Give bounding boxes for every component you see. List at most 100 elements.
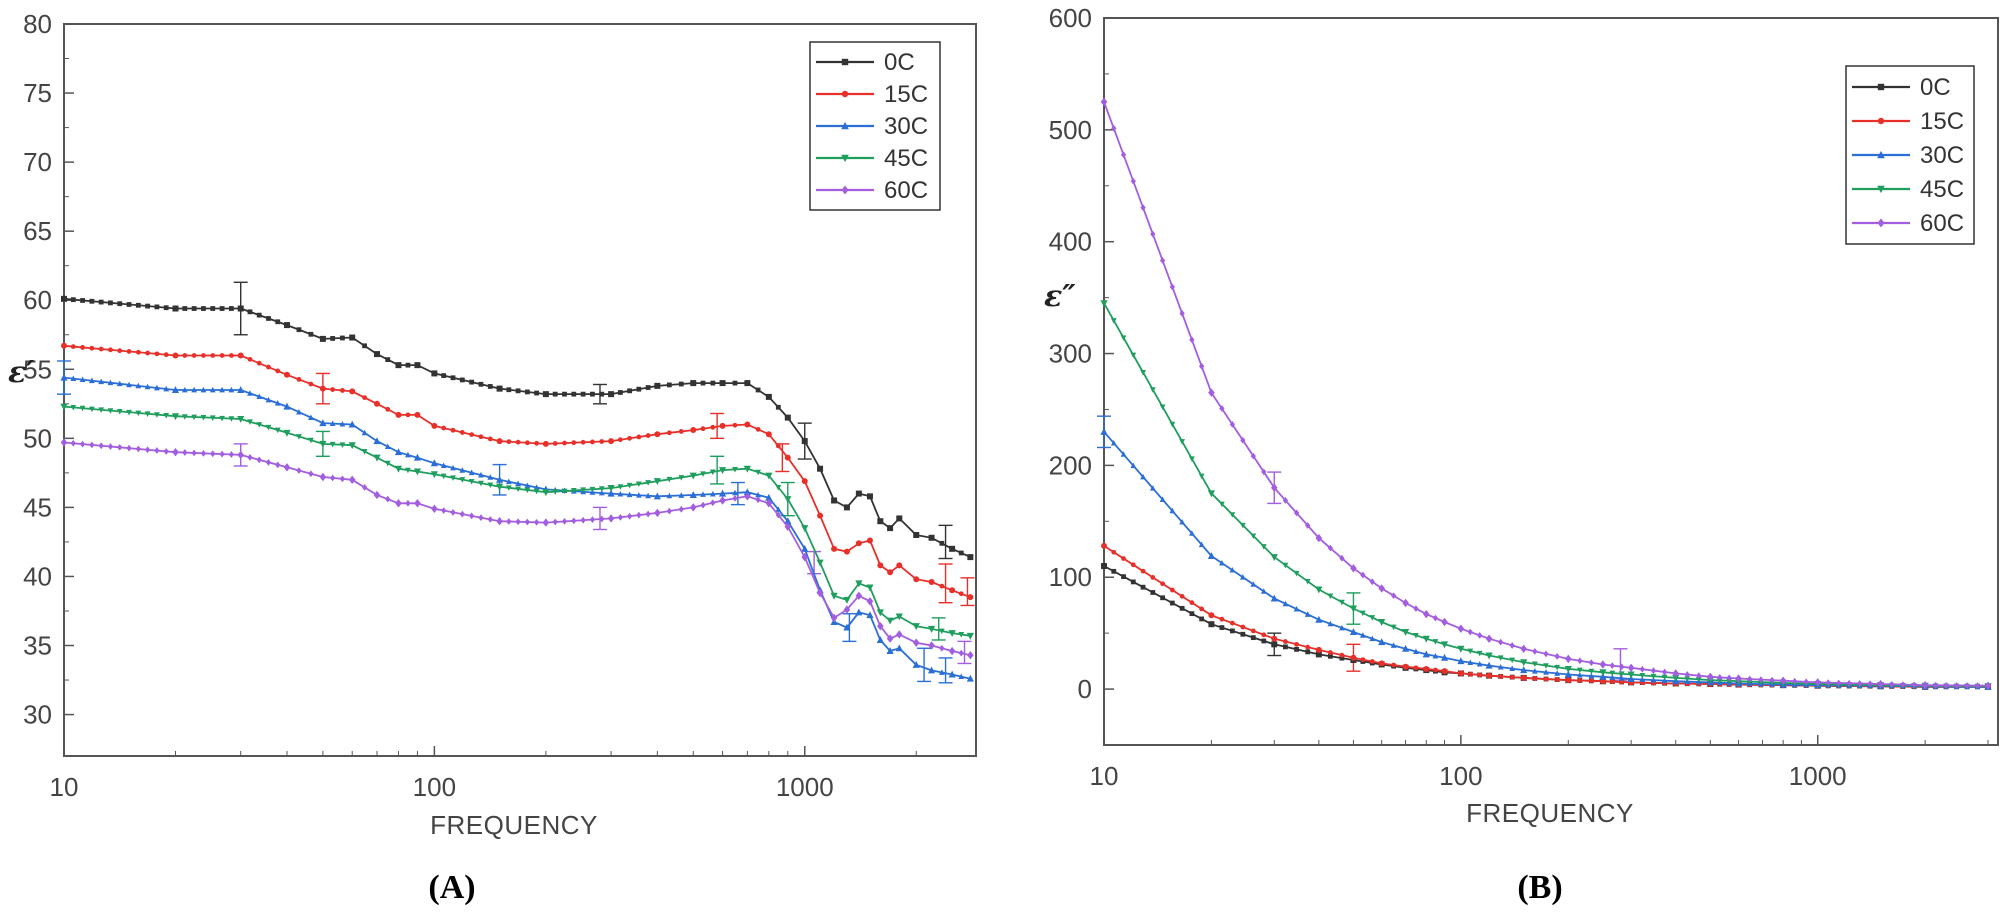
marker-circle	[191, 353, 197, 358]
marker-triangle-up	[843, 623, 851, 631]
marker-triangle-up	[495, 475, 504, 483]
marker-triangle-down	[617, 484, 624, 490]
marker-square	[182, 306, 188, 311]
marker-diamond	[801, 552, 809, 562]
marker-diamond	[1360, 571, 1366, 579]
marker-triangle-down	[384, 460, 391, 467]
marker-triangle-down	[1672, 674, 1680, 682]
marker-triangle-down	[1639, 672, 1646, 679]
marker-diamond	[1159, 257, 1166, 264]
marker-circle	[1140, 568, 1146, 574]
marker-diamond	[843, 605, 851, 614]
marker-triangle-up	[1293, 605, 1300, 612]
marker-triangle-up	[1282, 600, 1289, 607]
marker-triangle-up	[339, 420, 346, 427]
marker-triangle-down	[1282, 562, 1289, 569]
marker-square	[450, 375, 456, 381]
marker-diamond	[1140, 204, 1146, 211]
marker-triangle-up	[413, 453, 422, 461]
marker-circle	[1532, 676, 1538, 681]
marker-triangle-down	[1467, 648, 1474, 655]
marker-triangle-up	[1554, 670, 1561, 676]
marker-diamond	[958, 649, 964, 657]
marker-circle	[1305, 644, 1311, 650]
marker-diamond	[1554, 653, 1560, 660]
marker-triangle-down	[430, 471, 438, 479]
marker-square	[666, 382, 672, 388]
marker-triangle-up	[256, 393, 263, 400]
marker-diamond	[580, 516, 586, 524]
marker-triangle-down	[135, 410, 142, 417]
marker-square	[1240, 631, 1246, 637]
marker-triangle-down	[154, 412, 160, 418]
marker-triangle-up	[1304, 611, 1311, 617]
marker-triangle-up	[144, 383, 151, 390]
marker-diamond	[348, 475, 356, 484]
marker-triangle-down	[732, 467, 738, 473]
marker-triangle-up	[841, 121, 849, 130]
marker-diamond	[744, 492, 751, 501]
marker-triangle-up	[1159, 496, 1166, 502]
marker-triangle-down	[709, 469, 716, 476]
marker-square	[1877, 83, 1885, 91]
marker-triangle-down	[79, 405, 86, 412]
marker-triangle-up	[405, 451, 411, 458]
marker-circle	[755, 426, 761, 432]
marker-triangle-down	[855, 580, 863, 588]
marker-diamond	[928, 641, 935, 650]
panel-a-series	[60, 295, 974, 682]
marker-diamond	[117, 443, 123, 451]
marker-circle	[1327, 650, 1333, 655]
marker-triangle-down	[718, 467, 727, 475]
marker-circle	[1498, 674, 1504, 679]
marker-square	[135, 302, 141, 308]
marker-diamond	[607, 514, 615, 523]
marker-diamond	[506, 518, 512, 525]
marker-triangle-up	[274, 400, 281, 406]
y-tick-label: 40	[23, 561, 52, 591]
marker-square	[1229, 628, 1235, 634]
marker-triangle-down	[405, 467, 411, 474]
marker-square	[431, 370, 438, 377]
marker-square	[98, 299, 104, 305]
x-tick-label: 1000	[1789, 761, 1847, 791]
marker-square	[855, 490, 862, 497]
marker-circle	[1588, 678, 1594, 684]
marker-circle	[1609, 679, 1615, 685]
marker-circle	[1294, 641, 1299, 647]
marker-diamond	[1650, 667, 1657, 674]
marker-triangle-down	[1359, 610, 1366, 617]
marker-diamond	[1402, 598, 1409, 608]
marker-diamond	[1696, 672, 1702, 680]
marker-square	[441, 373, 447, 378]
marker-triangle-up	[1650, 677, 1657, 683]
marker-circle	[117, 348, 123, 354]
marker-square	[145, 303, 151, 309]
marker-triangle-down	[413, 468, 422, 476]
marker-circle	[1111, 549, 1117, 555]
marker-square	[1189, 611, 1195, 617]
marker-circle	[275, 368, 281, 374]
marker-triangle-up	[1390, 642, 1397, 648]
marker-square	[349, 334, 356, 341]
marker-diamond	[1707, 672, 1714, 681]
marker-triangle-down	[1169, 421, 1176, 428]
marker-triangle-down	[505, 485, 512, 491]
marker-triangle-down	[219, 415, 225, 422]
marker-diamond	[1485, 634, 1493, 643]
marker-triangle-down	[1100, 300, 1108, 308]
marker-circle	[1543, 676, 1549, 682]
marker-diamond	[552, 518, 558, 526]
marker-diamond	[431, 504, 438, 513]
marker-triangle-down	[1599, 669, 1607, 677]
marker-diamond	[1779, 676, 1787, 685]
marker-triangle-up	[296, 408, 302, 415]
marker-diamond	[1327, 544, 1334, 552]
marker-triangle-up	[1250, 581, 1257, 587]
marker-square	[163, 305, 169, 311]
marker-diamond	[163, 447, 169, 455]
marker-square	[459, 377, 465, 383]
marker-diamond	[1717, 673, 1723, 681]
marker-square	[330, 336, 336, 341]
